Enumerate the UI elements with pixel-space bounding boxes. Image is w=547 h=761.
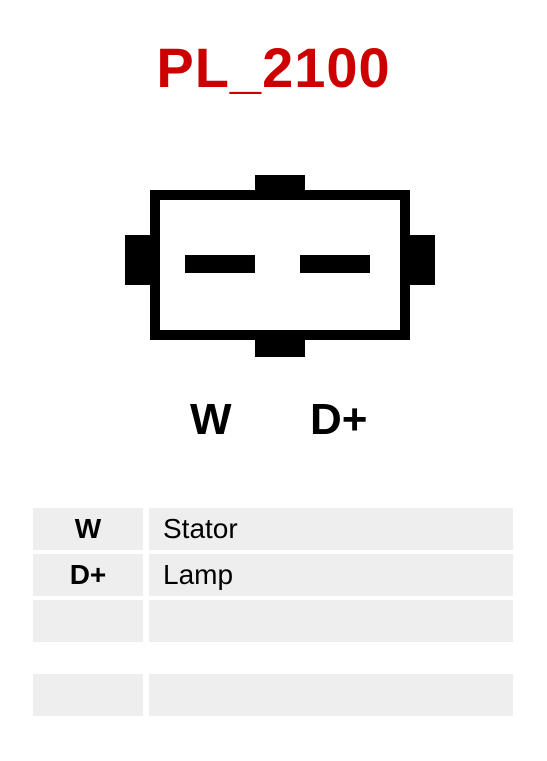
table-gap: [33, 646, 513, 674]
pin-symbol-cell: [33, 600, 143, 642]
connector-diagram: [125, 175, 435, 365]
part-number-title: PL_2100: [0, 35, 547, 100]
pin-desc-cell: Stator: [149, 508, 513, 550]
pin-desc-cell: [149, 600, 513, 642]
table-row: [33, 674, 513, 716]
pin-symbol-cell: [33, 674, 143, 716]
table-row: [33, 600, 513, 642]
pin-symbol-cell: W: [33, 508, 143, 550]
pin-table: W Stator D+ Lamp: [33, 508, 513, 720]
pin-symbol-cell: D+: [33, 554, 143, 596]
table-row: W Stator: [33, 508, 513, 550]
pin-desc-cell: Lamp: [149, 554, 513, 596]
pin-label-w: W: [190, 395, 232, 445]
table-row: D+ Lamp: [33, 554, 513, 596]
pin-label-d-plus: D+: [310, 395, 367, 445]
pin-desc-cell: [149, 674, 513, 716]
